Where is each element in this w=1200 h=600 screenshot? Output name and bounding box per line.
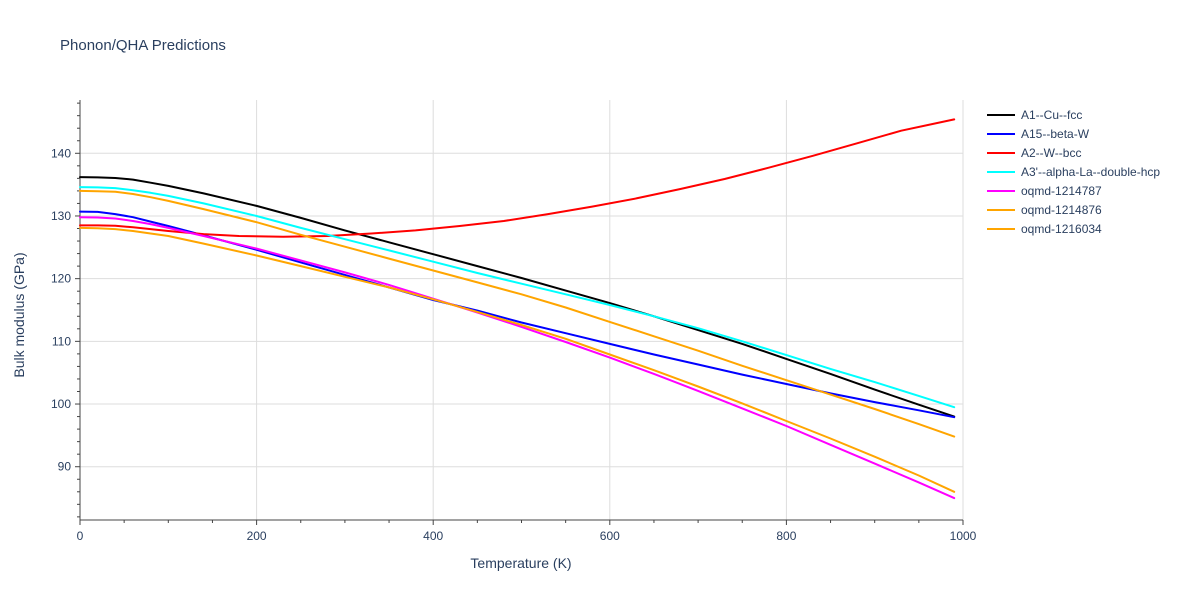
legend-label: oqmd-1214787 [1021,184,1102,198]
axes: 0 200 400 600 800 1000 90 100 110 120 130 140 [51,100,977,543]
legend-label: A2--W--bcc [1021,146,1081,160]
legend-label: A3'--alpha-La--double-hcp [1021,165,1160,179]
x-tick-label: 200 [247,529,267,543]
series-line-1 [79,176,956,418]
y-tick-label: 140 [51,146,71,160]
plot-lines [79,118,956,500]
legend-item[interactable]: oqmd-1214876 [987,203,1102,217]
y-tick-label: 90 [58,460,72,474]
legend-label: oqmd-1216034 [1021,222,1102,236]
x-tick-label: 600 [600,529,620,543]
y-axis-title: Bulk modulus (GPa) [11,252,27,377]
y-tick-label: 110 [52,334,71,348]
y-tick-label: 130 [51,209,71,223]
x-tick-label: 400 [423,529,443,543]
chart-title: Phonon/QHA Predictions [60,37,226,54]
x-tick-label: 0 [77,529,84,543]
x-tick-label: 1000 [950,529,977,543]
grid [80,100,964,520]
legend-label: oqmd-1214876 [1021,203,1102,217]
x-tick-label: 800 [776,529,796,543]
legend-item[interactable]: oqmd-1216034 [987,222,1102,236]
legend-item[interactable]: A3'--alpha-La--double-hcp [987,165,1160,179]
legend[interactable]: A1--Cu--fcc A15--beta-W A2--W--bcc A3'--alp… [987,108,1160,236]
legend-item[interactable]: A1--Cu--fcc [987,108,1082,122]
series-line-3 [79,118,956,238]
y-tick-label: 100 [51,397,71,411]
legend-item[interactable]: A15--beta-W [987,127,1090,141]
legend-label: A1--Cu--fcc [1021,108,1082,122]
series-line-4 [79,186,956,409]
legend-item[interactable]: A2--W--bcc [987,146,1081,160]
series-line-6 [79,226,956,493]
y-tick-label: 120 [51,272,71,286]
series-line-7 [79,189,956,438]
x-axis-title: Temperature (K) [470,555,571,571]
legend-item[interactable]: oqmd-1214787 [987,184,1102,198]
legend-label: A15--beta-W [1021,127,1090,141]
